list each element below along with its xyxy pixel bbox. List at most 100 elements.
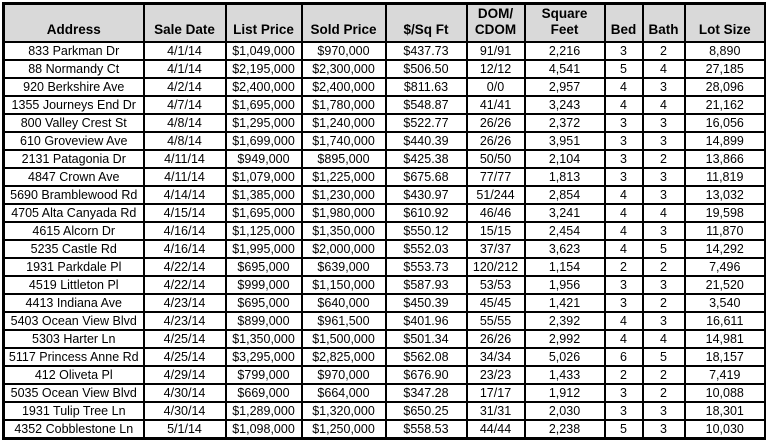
- cell-bath[interactable]: 2: [641, 41, 686, 61]
- cell-square-feet[interactable]: 2,372: [523, 113, 606, 133]
- cell-dom-cdom[interactable]: 26/26: [465, 329, 526, 349]
- cell-lot-size[interactable]: 21,520: [683, 275, 766, 295]
- cell-address[interactable]: 833 Parkman Dr: [2, 41, 145, 61]
- cell-square-feet[interactable]: 1,421: [523, 293, 606, 313]
- cell-price-per-sqft[interactable]: $562.08: [384, 347, 468, 367]
- cell-sale-date[interactable]: 4/1/14: [142, 59, 227, 79]
- cell-price-per-sqft[interactable]: $401.96: [384, 311, 468, 331]
- cell-lot-size[interactable]: 27,185: [683, 59, 766, 79]
- cell-bed[interactable]: 3: [603, 149, 644, 169]
- col-header-sold-price[interactable]: Sold Price: [300, 2, 387, 43]
- cell-bath[interactable]: 3: [641, 275, 686, 295]
- cell-square-feet[interactable]: 3,623: [523, 239, 606, 259]
- col-header-sale-date[interactable]: Sale Date: [142, 2, 227, 43]
- cell-list-price[interactable]: $1,699,000: [224, 131, 303, 151]
- cell-bed[interactable]: 4: [603, 239, 644, 259]
- cell-lot-size[interactable]: 18,301: [683, 401, 766, 421]
- cell-sold-price[interactable]: $1,250,000: [300, 419, 387, 440]
- cell-sale-date[interactable]: 4/30/14: [142, 383, 227, 403]
- cell-sale-date[interactable]: 4/16/14: [142, 221, 227, 241]
- cell-sale-date[interactable]: 4/11/14: [142, 167, 227, 187]
- col-header-list-price[interactable]: List Price: [224, 2, 303, 43]
- cell-dom-cdom[interactable]: 45/45: [465, 293, 526, 313]
- cell-sold-price[interactable]: $1,350,000: [300, 221, 387, 241]
- cell-dom-cdom[interactable]: 53/53: [465, 275, 526, 295]
- cell-bed[interactable]: 3: [603, 401, 644, 421]
- cell-lot-size[interactable]: 18,157: [683, 347, 766, 367]
- cell-sold-price[interactable]: $2,300,000: [300, 59, 387, 79]
- cell-bed[interactable]: 3: [603, 275, 644, 295]
- cell-bath[interactable]: 3: [641, 131, 686, 151]
- cell-dom-cdom[interactable]: 23/23: [465, 365, 526, 385]
- cell-list-price[interactable]: $1,995,000: [224, 239, 303, 259]
- cell-price-per-sqft[interactable]: $811.63: [384, 77, 468, 97]
- cell-list-price[interactable]: $1,350,000: [224, 329, 303, 349]
- cell-dom-cdom[interactable]: 26/26: [465, 113, 526, 133]
- cell-square-feet[interactable]: 2,216: [523, 41, 606, 61]
- cell-square-feet[interactable]: 3,241: [523, 203, 606, 223]
- cell-sold-price[interactable]: $2,825,000: [300, 347, 387, 367]
- cell-dom-cdom[interactable]: 31/31: [465, 401, 526, 421]
- cell-sold-price[interactable]: $1,780,000: [300, 95, 387, 115]
- cell-list-price[interactable]: $799,000: [224, 365, 303, 385]
- cell-sale-date[interactable]: 4/29/14: [142, 365, 227, 385]
- cell-dom-cdom[interactable]: 41/41: [465, 95, 526, 115]
- cell-price-per-sqft[interactable]: $650.25: [384, 401, 468, 421]
- cell-bed[interactable]: 4: [603, 95, 644, 115]
- cell-sold-price[interactable]: $2,400,000: [300, 77, 387, 97]
- cell-lot-size[interactable]: 13,032: [683, 185, 766, 205]
- cell-sold-price[interactable]: $970,000: [300, 365, 387, 385]
- cell-bed[interactable]: 4: [603, 77, 644, 97]
- cell-sale-date[interactable]: 4/16/14: [142, 239, 227, 259]
- col-header-square-feet[interactable]: Square Feet: [523, 2, 606, 43]
- cell-lot-size[interactable]: 14,899: [683, 131, 766, 151]
- cell-lot-size[interactable]: 7,496: [683, 257, 766, 277]
- cell-sold-price[interactable]: $961,500: [300, 311, 387, 331]
- cell-bed[interactable]: 2: [603, 365, 644, 385]
- cell-sold-price[interactable]: $895,000: [300, 149, 387, 169]
- cell-address[interactable]: 5035 Ocean View Blvd: [2, 383, 145, 403]
- cell-lot-size[interactable]: 11,819: [683, 167, 766, 187]
- cell-sold-price[interactable]: $1,740,000: [300, 131, 387, 151]
- cell-list-price[interactable]: $1,098,000: [224, 419, 303, 440]
- cell-square-feet[interactable]: 2,454: [523, 221, 606, 241]
- cell-address[interactable]: 5690 Bramblewood Rd: [2, 185, 145, 205]
- cell-dom-cdom[interactable]: 55/55: [465, 311, 526, 331]
- cell-bed[interactable]: 4: [603, 185, 644, 205]
- cell-price-per-sqft[interactable]: $437.73: [384, 41, 468, 61]
- cell-sold-price[interactable]: $1,225,000: [300, 167, 387, 187]
- cell-address[interactable]: 1355 Journeys End Dr: [2, 95, 145, 115]
- cell-bath[interactable]: 4: [641, 59, 686, 79]
- cell-price-per-sqft[interactable]: $676.90: [384, 365, 468, 385]
- cell-dom-cdom[interactable]: 37/37: [465, 239, 526, 259]
- cell-square-feet[interactable]: 3,951: [523, 131, 606, 151]
- cell-lot-size[interactable]: 16,056: [683, 113, 766, 133]
- cell-square-feet[interactable]: 2,957: [523, 77, 606, 97]
- cell-address[interactable]: 5117 Princess Anne Rd: [2, 347, 145, 367]
- cell-sale-date[interactable]: 4/30/14: [142, 401, 227, 421]
- cell-list-price[interactable]: $2,195,000: [224, 59, 303, 79]
- cell-list-price[interactable]: $949,000: [224, 149, 303, 169]
- cell-bath[interactable]: 2: [641, 149, 686, 169]
- cell-price-per-sqft[interactable]: $553.73: [384, 257, 468, 277]
- cell-bed[interactable]: 3: [603, 167, 644, 187]
- cell-list-price[interactable]: $1,125,000: [224, 221, 303, 241]
- cell-square-feet[interactable]: 2,104: [523, 149, 606, 169]
- cell-address[interactable]: 5403 Ocean View Blvd: [2, 311, 145, 331]
- cell-bed[interactable]: 4: [603, 203, 644, 223]
- cell-list-price[interactable]: $1,695,000: [224, 203, 303, 223]
- cell-price-per-sqft[interactable]: $440.39: [384, 131, 468, 151]
- cell-square-feet[interactable]: 2,030: [523, 401, 606, 421]
- cell-list-price[interactable]: $2,400,000: [224, 77, 303, 97]
- cell-sale-date[interactable]: 4/15/14: [142, 203, 227, 223]
- cell-lot-size[interactable]: 14,292: [683, 239, 766, 259]
- cell-dom-cdom[interactable]: 15/15: [465, 221, 526, 241]
- cell-square-feet[interactable]: 1,956: [523, 275, 606, 295]
- cell-dom-cdom[interactable]: 34/34: [465, 347, 526, 367]
- cell-bed[interactable]: 3: [603, 113, 644, 133]
- cell-bath[interactable]: 5: [641, 239, 686, 259]
- cell-dom-cdom[interactable]: 26/26: [465, 131, 526, 151]
- cell-address[interactable]: 5303 Harter Ln: [2, 329, 145, 349]
- col-header-price-per-sqft[interactable]: $/Sq Ft: [384, 2, 468, 43]
- cell-price-per-sqft[interactable]: $522.77: [384, 113, 468, 133]
